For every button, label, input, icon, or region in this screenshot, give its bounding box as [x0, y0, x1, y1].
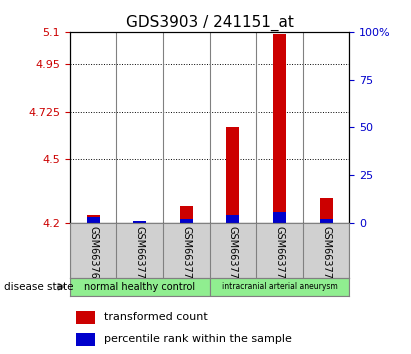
Text: GSM663770: GSM663770 — [135, 226, 145, 285]
Text: GSM663774: GSM663774 — [321, 226, 331, 285]
Bar — [133, 221, 146, 223]
Bar — [226, 215, 240, 223]
Bar — [273, 34, 286, 223]
Text: percentile rank within the sample: percentile rank within the sample — [104, 335, 292, 344]
Bar — [180, 206, 193, 223]
Bar — [210, 278, 349, 296]
Text: GSM663771: GSM663771 — [181, 226, 191, 285]
Bar — [226, 127, 240, 223]
Bar — [70, 278, 210, 296]
Bar — [76, 311, 95, 324]
Text: GSM663773: GSM663773 — [275, 226, 284, 285]
Text: disease state: disease state — [4, 282, 74, 292]
Bar — [319, 219, 332, 223]
Bar — [87, 217, 100, 223]
Text: intracranial arterial aneurysm: intracranial arterial aneurysm — [222, 282, 337, 291]
Text: GSM663769: GSM663769 — [88, 226, 98, 285]
Bar — [180, 219, 193, 223]
Title: GDS3903 / 241151_at: GDS3903 / 241151_at — [126, 14, 293, 30]
Text: transformed count: transformed count — [104, 312, 208, 322]
Bar — [87, 215, 100, 223]
Bar — [76, 333, 95, 346]
Bar — [273, 212, 286, 223]
Text: normal healthy control: normal healthy control — [84, 282, 195, 292]
Bar — [319, 198, 332, 223]
Text: GSM663772: GSM663772 — [228, 226, 238, 285]
